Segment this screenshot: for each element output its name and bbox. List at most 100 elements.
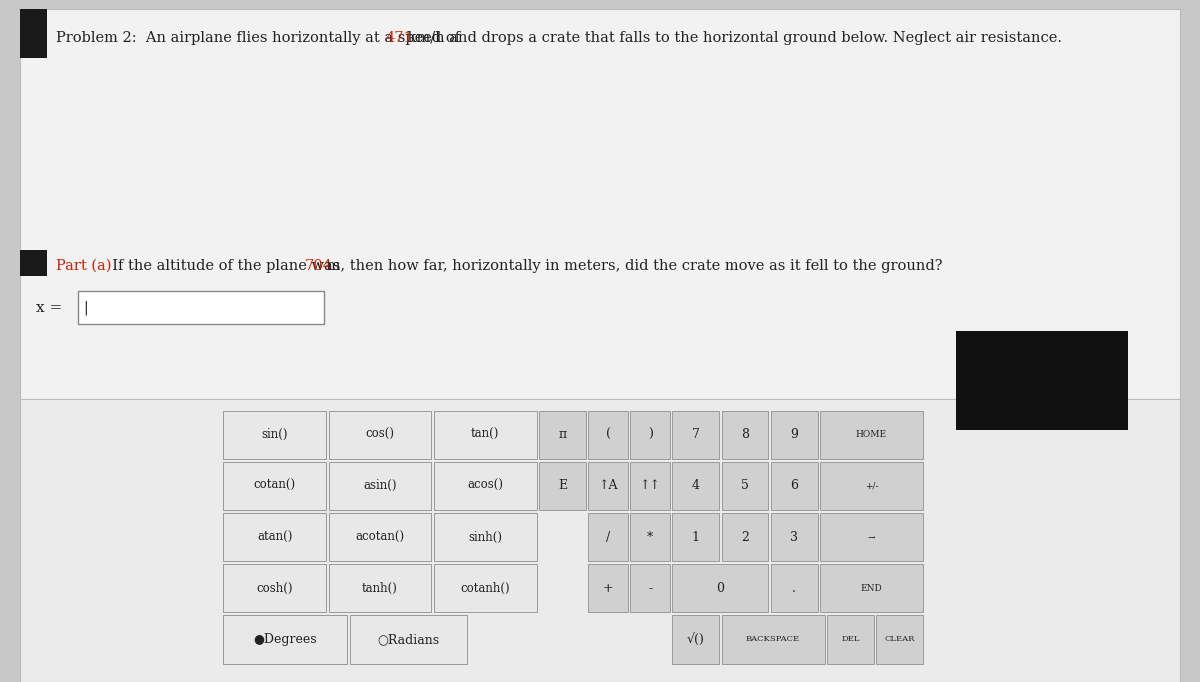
Text: acos(): acos() bbox=[467, 479, 503, 492]
Bar bbox=[770, 411, 817, 459]
Bar bbox=[20, 9, 47, 58]
Bar bbox=[770, 564, 817, 612]
Text: cosh(): cosh() bbox=[257, 582, 293, 595]
Text: ○Radians: ○Radians bbox=[377, 633, 439, 646]
Bar bbox=[820, 513, 923, 561]
Bar bbox=[223, 411, 326, 459]
Text: 9: 9 bbox=[790, 428, 798, 441]
Text: 0: 0 bbox=[716, 582, 725, 595]
Bar bbox=[223, 615, 347, 664]
Bar bbox=[588, 513, 628, 561]
Bar bbox=[721, 615, 824, 664]
Text: asin(): asin() bbox=[364, 479, 397, 492]
Text: 7: 7 bbox=[692, 428, 700, 441]
Bar bbox=[20, 250, 47, 276]
Bar bbox=[721, 462, 768, 510]
Bar bbox=[820, 462, 923, 510]
Bar bbox=[539, 462, 586, 510]
Bar bbox=[434, 462, 536, 510]
Text: →: → bbox=[868, 533, 875, 542]
Text: π: π bbox=[558, 428, 566, 441]
Text: cotan(): cotan() bbox=[253, 479, 295, 492]
Text: CLEAR: CLEAR bbox=[884, 636, 914, 643]
Text: atan(): atan() bbox=[257, 531, 293, 544]
Text: 3: 3 bbox=[790, 531, 798, 544]
Bar bbox=[78, 291, 324, 324]
Bar bbox=[630, 564, 670, 612]
Text: Part (a): Part (a) bbox=[56, 259, 112, 273]
Bar bbox=[588, 411, 628, 459]
Bar bbox=[329, 513, 432, 561]
Bar bbox=[827, 615, 874, 664]
Bar bbox=[630, 462, 670, 510]
Bar bbox=[721, 513, 768, 561]
Bar bbox=[329, 411, 432, 459]
Text: +: + bbox=[602, 582, 613, 595]
Text: 5: 5 bbox=[742, 479, 749, 492]
Text: BACKSPACE: BACKSPACE bbox=[746, 636, 800, 643]
Bar bbox=[329, 462, 432, 510]
Text: *: * bbox=[647, 531, 653, 544]
Bar bbox=[349, 615, 467, 664]
Bar bbox=[434, 411, 536, 459]
Text: km/h and drops a crate that falls to the horizontal ground below. Neglect air re: km/h and drops a crate that falls to the… bbox=[403, 31, 1062, 44]
Bar bbox=[588, 462, 628, 510]
Text: ↑↑: ↑↑ bbox=[640, 479, 661, 492]
Bar bbox=[434, 564, 536, 612]
Text: ●Degrees: ●Degrees bbox=[253, 633, 317, 646]
Bar bbox=[588, 564, 628, 612]
Text: -: - bbox=[648, 582, 653, 595]
Text: acotan(): acotan() bbox=[355, 531, 404, 544]
Text: /: / bbox=[606, 531, 611, 544]
Bar bbox=[20, 9, 1180, 399]
Text: +/-: +/- bbox=[864, 481, 878, 490]
Text: |: | bbox=[83, 300, 88, 315]
Text: (: ( bbox=[606, 428, 611, 441]
Bar bbox=[672, 615, 719, 664]
Bar bbox=[223, 462, 326, 510]
Text: x =: x = bbox=[36, 301, 62, 314]
Bar bbox=[20, 399, 1180, 682]
Text: sinh(): sinh() bbox=[468, 531, 503, 544]
Bar bbox=[672, 513, 719, 561]
Bar bbox=[721, 411, 768, 459]
Text: sin(): sin() bbox=[262, 428, 288, 441]
Bar bbox=[630, 411, 670, 459]
Bar bbox=[820, 411, 923, 459]
Bar bbox=[223, 564, 326, 612]
Text: 8: 8 bbox=[740, 428, 749, 441]
Bar bbox=[434, 513, 536, 561]
Text: Problem 2:  An airplane flies horizontally at a speed of: Problem 2: An airplane flies horizontall… bbox=[56, 31, 466, 44]
Text: DEL: DEL bbox=[841, 636, 859, 643]
Bar bbox=[223, 513, 326, 561]
Text: 4: 4 bbox=[692, 479, 700, 492]
Bar bbox=[956, 331, 1128, 430]
Text: m, then how far, horizontally in meters, did the crate move as it fell to the gr: m, then how far, horizontally in meters,… bbox=[322, 259, 942, 273]
Text: 2: 2 bbox=[742, 531, 749, 544]
Text: .: . bbox=[792, 582, 796, 595]
Text: tanh(): tanh() bbox=[362, 582, 398, 595]
Text: cotanh(): cotanh() bbox=[461, 582, 510, 595]
Bar bbox=[630, 513, 670, 561]
Bar bbox=[820, 564, 923, 612]
Text: 6: 6 bbox=[790, 479, 798, 492]
Text: ↑A: ↑A bbox=[599, 479, 618, 492]
Bar bbox=[672, 411, 719, 459]
Bar bbox=[672, 564, 768, 612]
Text: E: E bbox=[558, 479, 568, 492]
Text: 1: 1 bbox=[692, 531, 700, 544]
Text: cos(): cos() bbox=[366, 428, 395, 441]
Bar bbox=[770, 462, 817, 510]
Bar bbox=[770, 513, 817, 561]
Text: 704: 704 bbox=[305, 259, 332, 273]
Text: HOME: HOME bbox=[856, 430, 887, 439]
Text: ): ) bbox=[648, 428, 653, 441]
Text: tan(): tan() bbox=[472, 428, 499, 441]
Bar bbox=[876, 615, 923, 664]
Bar bbox=[329, 564, 432, 612]
Text: √(): √() bbox=[686, 633, 704, 646]
Bar bbox=[672, 462, 719, 510]
Bar bbox=[539, 411, 586, 459]
Text: 471: 471 bbox=[385, 31, 413, 44]
Text: END: END bbox=[860, 584, 882, 593]
